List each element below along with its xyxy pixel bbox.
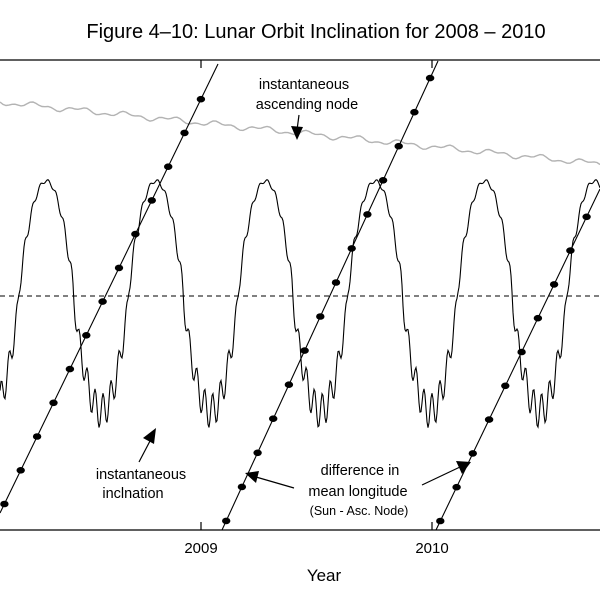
mean-longitude-point xyxy=(468,450,477,457)
mean-longitude-point xyxy=(363,211,372,218)
mean-longitude-segment-3 xyxy=(435,188,600,530)
mean-longitude-point xyxy=(394,142,403,150)
mean-longitude-point xyxy=(269,415,278,423)
mean-longitude-point xyxy=(82,332,91,339)
x-tick-label-2009: 2009 xyxy=(184,540,217,557)
mean-longitude-point xyxy=(49,399,58,407)
mean-longitude-point xyxy=(501,382,510,390)
mean-longitude-point xyxy=(180,129,189,137)
mean-longitude-point xyxy=(410,108,419,116)
annotation-mean-longitude-left-arrow xyxy=(255,476,295,489)
annotation-mean-longitude-right-arrow xyxy=(421,466,461,486)
x-tick-label-2010: 2010 xyxy=(415,540,448,557)
mean-longitude-point xyxy=(16,467,25,474)
mean-longitude-point xyxy=(147,197,156,204)
mean-longitude-point xyxy=(566,247,575,254)
mean-longitude-point xyxy=(253,449,262,457)
mean-longitude-point xyxy=(517,348,526,356)
annotation-mean-longitude-line2: mean longitude xyxy=(308,484,407,500)
mean-longitude-point xyxy=(425,74,435,82)
annotation-inclination-line1: instantaneous xyxy=(96,467,186,483)
annotation-inclination-arrow xyxy=(138,440,151,463)
mean-longitude-point xyxy=(452,483,461,491)
mean-longitude-point xyxy=(0,500,9,508)
x-axis-label: Year xyxy=(307,566,342,585)
mean-longitude-markers xyxy=(0,74,591,525)
mean-longitude-point xyxy=(65,365,75,373)
annotation-mean-longitude-left-arrowhead xyxy=(245,471,259,483)
mean-longitude-point xyxy=(98,298,107,305)
mean-longitude-point xyxy=(316,313,325,320)
inclination-series xyxy=(0,179,600,429)
mean-longitude-point xyxy=(347,245,356,252)
mean-longitude-point xyxy=(549,281,559,288)
mean-longitude-point xyxy=(331,279,341,286)
mean-longitude-point xyxy=(484,416,494,423)
mean-longitude-point xyxy=(582,213,591,221)
annotation-mean-longitude-line1: difference in xyxy=(321,463,400,479)
chart-title: Figure 4–10: Lunar Orbit Inclination for… xyxy=(86,21,545,43)
mean-longitude-point xyxy=(131,230,140,238)
mean-longitude-point xyxy=(32,433,42,440)
mean-longitude-point xyxy=(222,517,231,525)
annotation-ascending-node-line1: instantaneous xyxy=(259,77,349,93)
mean-longitude-point xyxy=(300,347,309,354)
mean-longitude-point xyxy=(196,95,206,103)
mean-longitude-point xyxy=(164,163,173,170)
annotation-ascending-node-line2: ascending node xyxy=(256,97,358,113)
annotation-mean-longitude-line3: (Sun - Asc. Node) xyxy=(310,504,409,518)
annotation-mean-longitude-right-arrowhead xyxy=(456,461,471,474)
annotation-inclination-line2: inclnation xyxy=(102,486,163,502)
mean-longitude-point xyxy=(284,381,294,389)
mean-longitude-point xyxy=(237,483,247,491)
annotation-ascending-node-arrowhead xyxy=(291,126,303,140)
mean-longitude-point xyxy=(114,264,124,272)
mean-longitude-point xyxy=(378,177,388,184)
annotation-inclination-arrowhead xyxy=(143,428,156,444)
mean-longitude-point xyxy=(436,517,445,525)
mean-longitude-point xyxy=(533,314,543,322)
